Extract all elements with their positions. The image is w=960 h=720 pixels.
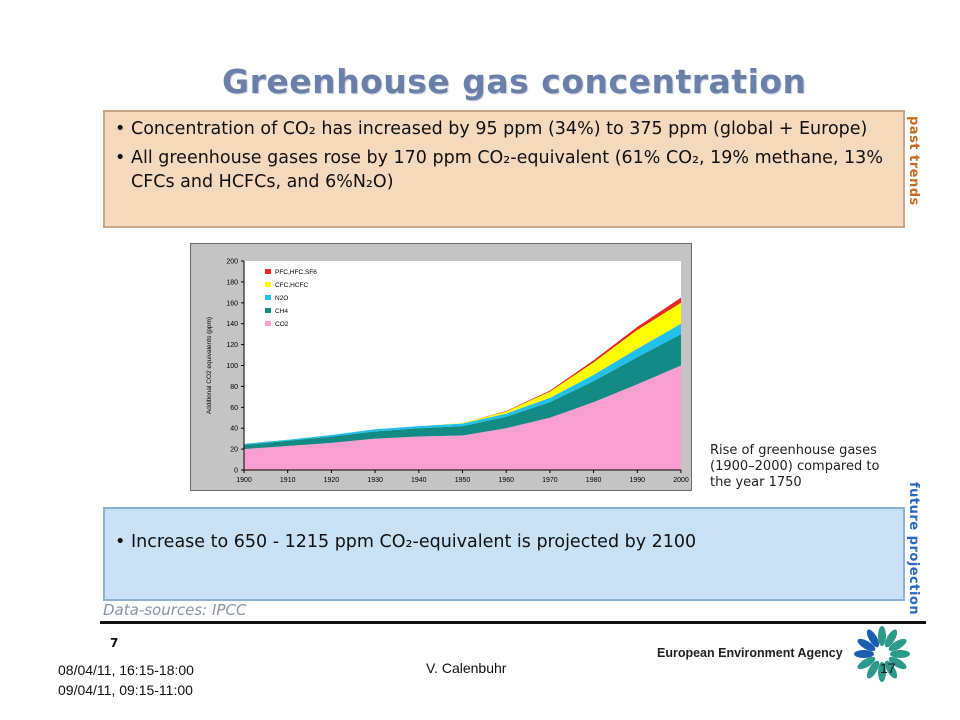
- chart-frame: 0 20 40 60 80 100 120 140 160 180 200 1900 1910 1920 1…: [190, 243, 692, 491]
- y-tick-label: 60: [230, 405, 238, 412]
- x-tick-label: 1940: [411, 477, 427, 484]
- legend-label: PFC,HFC,SF6: [275, 269, 317, 276]
- y-tick-label: 0: [234, 468, 238, 475]
- y-tick-label: 20: [230, 447, 238, 454]
- future-projection-box: Increase to 650 - 1215 ppm CO₂-equivalen…: [103, 507, 905, 601]
- footer-date-1: 08/04/11, 16:15-18:00: [58, 662, 194, 678]
- footer-dates: 08/04/11, 16:15-18:00 09/04/11, 09:15-11…: [58, 660, 194, 700]
- legend-swatch: [265, 295, 271, 300]
- y-tick-label: 80: [230, 384, 238, 391]
- y-tick-label: 180: [226, 279, 238, 286]
- future-projection-label: future projection: [906, 482, 921, 616]
- small-slide-number: 7: [110, 636, 119, 650]
- y-axis-label: Additional CO2 equivalents (ppm): [206, 317, 213, 414]
- x-tick-label: 1910: [280, 477, 296, 484]
- x-tick-label: 1980: [586, 477, 602, 484]
- y-tick-label: 40: [230, 426, 238, 433]
- legend-swatch: [265, 282, 271, 287]
- caption-line-3: the year 1750: [710, 475, 802, 490]
- x-tick-label: 2000: [673, 477, 689, 484]
- past-trends-box: Concentration of CO₂ has increased by 95…: [103, 110, 905, 228]
- y-tick-label: 100: [226, 363, 238, 370]
- x-tick-label: 1900: [236, 477, 252, 484]
- y-tick-label: 120: [226, 342, 238, 349]
- y-tick-label: 200: [226, 259, 238, 266]
- past-bullet-2: All greenhouse gases rose by 170 ppm CO₂…: [115, 146, 903, 194]
- caption-line-2: (1900–2000) compared to: [710, 459, 880, 474]
- eea-logo-icon: [854, 626, 910, 682]
- legend-swatch: [265, 308, 271, 313]
- slide-title: Greenhouse gas concentration: [222, 62, 807, 101]
- y-tick-label: 160: [226, 300, 238, 307]
- past-trends-label: past trends: [906, 116, 921, 206]
- legend-label: CO2: [275, 321, 289, 328]
- future-bullet-1: Increase to 650 - 1215 ppm CO₂-equivalen…: [115, 530, 903, 554]
- area-series-co2: [244, 365, 681, 470]
- x-tick-label: 1990: [630, 477, 646, 484]
- x-tick-label: 1960: [498, 477, 514, 484]
- chart-caption: Rise of greenhouse gases (1900–2000) com…: [710, 443, 879, 491]
- legend-swatch: [265, 269, 271, 274]
- footer-page-number: 17: [880, 660, 896, 676]
- divider-line: [100, 621, 926, 624]
- past-bullet-1: Concentration of CO₂ has increased by 95…: [115, 117, 903, 141]
- legend-label: CFC,HCFC: [275, 282, 309, 289]
- stacked-area-chart: 0 20 40 60 80 100 120 140 160 180 200 1900 1910 1920 1…: [206, 259, 689, 485]
- area-series-ch4: [244, 334, 681, 450]
- caption-line-1: Rise of greenhouse gases: [710, 443, 877, 458]
- legend-swatch: [265, 321, 271, 326]
- area-series-cfc-hcfc: [244, 302, 681, 444]
- data-source-note: Data-sources: IPCC: [103, 601, 247, 619]
- x-tick-label: 1950: [455, 477, 471, 484]
- x-tick-label: 1930: [367, 477, 383, 484]
- agency-name: European Environment Agency: [657, 646, 843, 660]
- legend-label: N2O: [275, 295, 288, 302]
- legend-label: CH4: [275, 308, 288, 315]
- y-tick-label: 140: [226, 321, 238, 328]
- footer-author: V. Calenbuhr: [426, 660, 507, 676]
- footer-date-2: 09/04/11, 09:15-11:00: [58, 682, 193, 698]
- x-tick-label: 1920: [324, 477, 340, 484]
- x-tick-label: 1970: [542, 477, 558, 484]
